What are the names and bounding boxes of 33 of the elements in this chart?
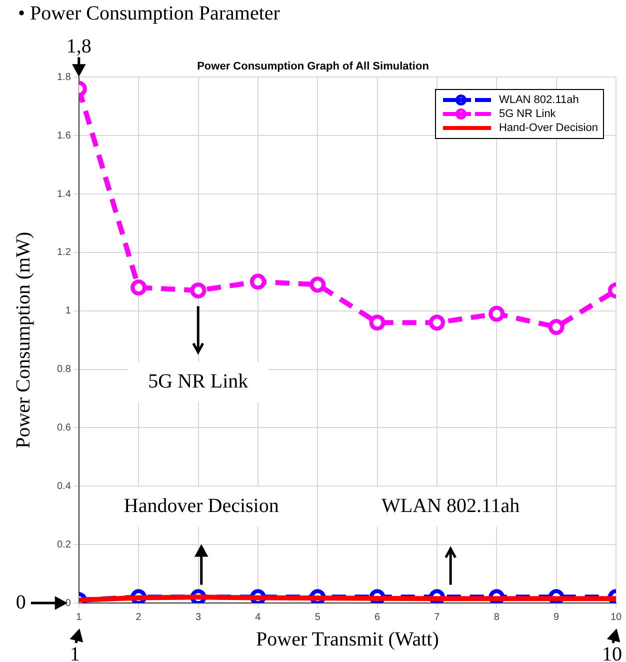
- x-tick-label: 8: [494, 612, 500, 623]
- y-tick-label: 1: [65, 306, 72, 317]
- x-tick-label: 3: [195, 612, 202, 623]
- x-axis-title: Power Transmit (Watt): [256, 628, 439, 650]
- y-tick-label: 1.4: [56, 188, 72, 200]
- x-tick-label: 6: [374, 612, 381, 623]
- legend-label: 5G NR Link: [498, 107, 556, 122]
- annotation: WLAN 802.11ah: [382, 495, 520, 518]
- y-tick-label: 0.2: [56, 539, 72, 550]
- y-axis-title: Power Consumption (mW): [12, 232, 34, 448]
- x-tick-label: 5: [314, 612, 321, 623]
- legend-label: WLAN 802.11ah: [498, 93, 579, 108]
- y-tick-label: 1.2: [56, 247, 72, 258]
- annotation: 5G NR Link: [148, 370, 248, 392]
- text: 10: [602, 643, 622, 662]
- x-tick-label: 7: [434, 612, 440, 623]
- y-tick-label: 0: [65, 598, 72, 609]
- annotation: Handover Decision: [124, 495, 279, 518]
- y-tick-label: 1.8: [56, 72, 72, 83]
- x-tick-label: 4: [255, 612, 262, 623]
- x-tick-label: 10: [610, 612, 622, 623]
- y-tick-label: 0.4: [56, 480, 72, 492]
- text: 0: [16, 591, 26, 614]
- x-tick-label: 2: [136, 612, 142, 623]
- y-tick-label: 1.6: [56, 130, 72, 142]
- chart-title: Power Consumption Graph of All Simulation: [197, 60, 430, 73]
- x-tick-label: 9: [554, 612, 560, 623]
- y-tick-label: 0.6: [56, 422, 72, 434]
- legend-label: Hand-Over Decision: [498, 121, 598, 136]
- text: 1,8: [66, 35, 92, 58]
- text: • Power Consumption Parameter: [18, 2, 280, 24]
- x-tick-label: 1: [76, 612, 82, 623]
- y-tick-label: 0.8: [56, 364, 72, 376]
